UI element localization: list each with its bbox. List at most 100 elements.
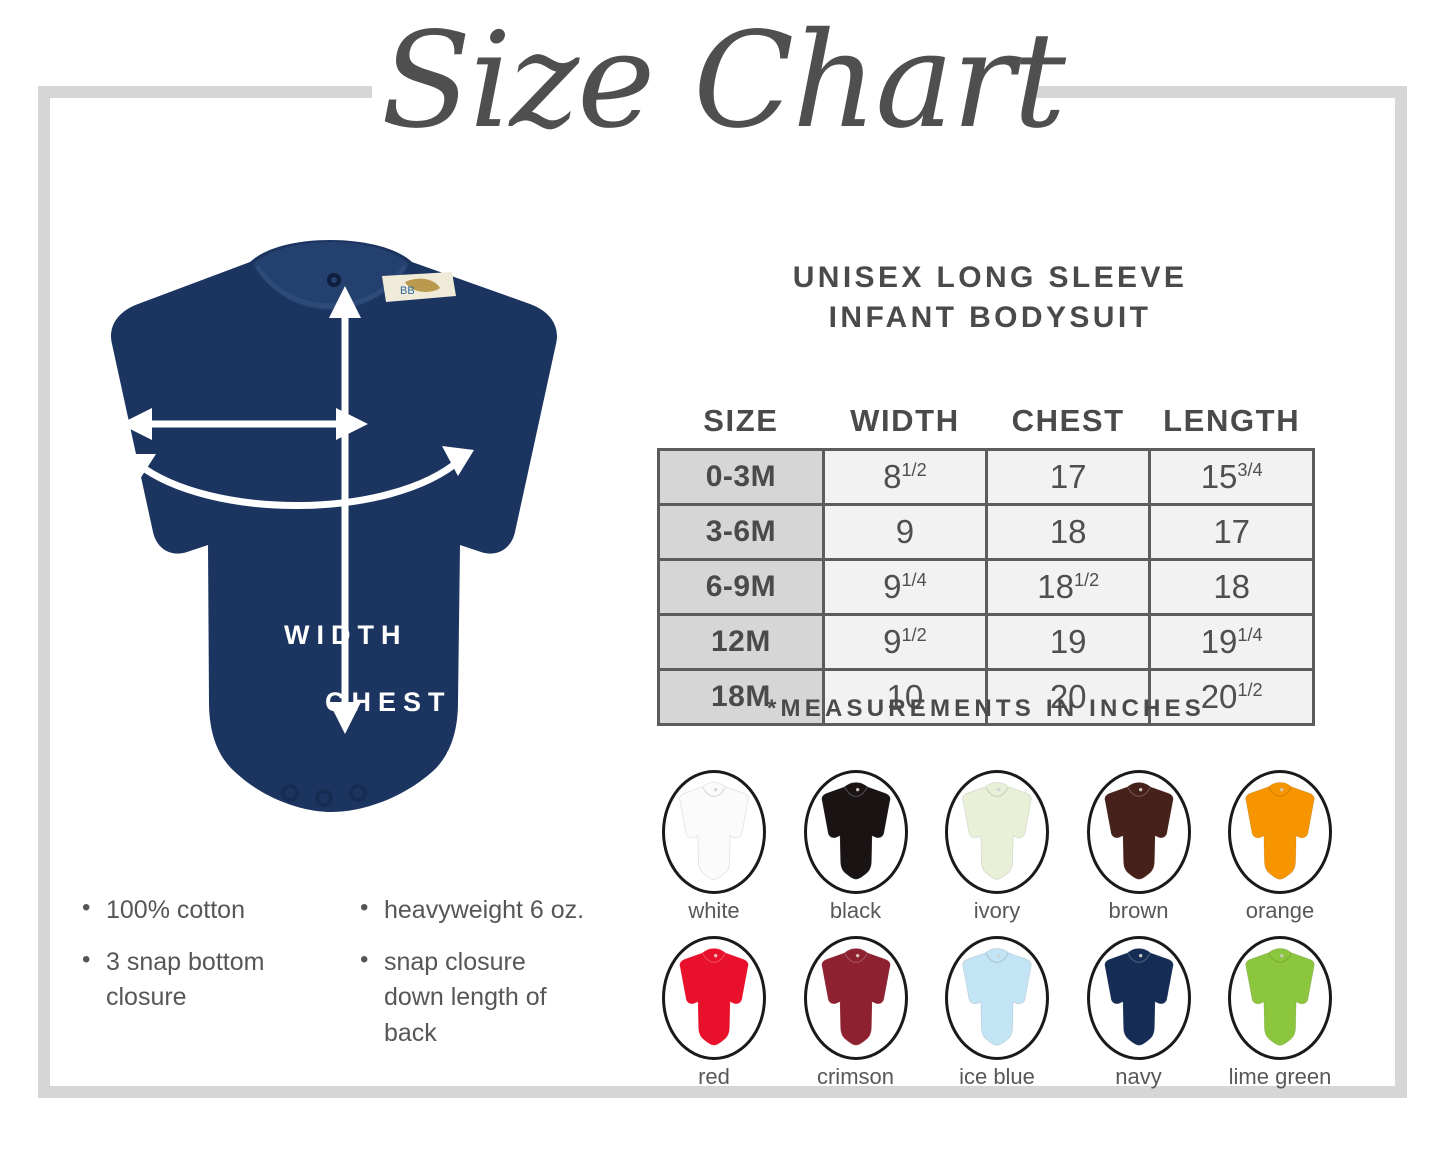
color-swatch-circle [662, 936, 766, 1060]
color-swatches: white black ivory brown orange red crims… [652, 770, 1342, 1102]
bodysuit-shape [820, 948, 891, 1046]
color-swatch-label: ivory [973, 898, 1021, 923]
product-heading-line-2: INFANT BODYSUIT [828, 300, 1152, 334]
width-measurement-label: WIDTH [284, 620, 408, 650]
color-swatch[interactable]: ice blue [935, 936, 1059, 1090]
fraction: 1/4 [901, 570, 927, 590]
color-swatch[interactable]: crimson [794, 936, 918, 1090]
fraction: 1/2 [1073, 570, 1100, 590]
table-row: 3-6M 9 18 17 [657, 503, 1315, 561]
bodysuit-shape [1245, 948, 1315, 1046]
color-swatch-circle [945, 770, 1049, 894]
product-heading: UNISEX LONG SLEEVE INFANT BODYSUIT [640, 258, 1340, 337]
cell-chest: 19 [985, 613, 1152, 671]
list-item: 3 snap bottom closure [78, 943, 314, 1016]
page-title: Size Chart [380, 4, 1066, 158]
table-row: 6-9M 91/4 181/2 18 [657, 558, 1315, 616]
color-swatch-circle [945, 936, 1049, 1060]
cell-width: 81/2 [821, 448, 989, 506]
svg-text:BB: BB [400, 285, 415, 297]
bodysuit-shape [962, 948, 1032, 1046]
column-header-length: LENGTH [1163, 403, 1301, 438]
bodysuit-diagram: BB [111, 240, 557, 812]
feature-list-left: 100% cotton 3 snap bottom closure [78, 891, 314, 1067]
measurement-note: *MEASUREMENTS IN INCHES [767, 695, 1205, 722]
bodysuit-shape [679, 782, 749, 880]
color-swatch-circle [1228, 936, 1332, 1060]
color-swatch[interactable]: red [652, 936, 776, 1090]
color-swatch[interactable]: lime green [1218, 936, 1342, 1090]
color-swatch[interactable]: white [652, 770, 776, 924]
product-heading-line-1: UNISEX LONG SLEEVE [792, 261, 1188, 294]
color-swatch-label: crimson [816, 1064, 894, 1089]
bodysuit-shape [1103, 948, 1174, 1046]
cell-length: 17 [1148, 503, 1315, 561]
list-item: 100% cotton [78, 891, 314, 929]
length-measurement-label: LENGTH [441, 750, 471, 911]
color-swatch[interactable]: black [794, 770, 918, 924]
column-header-size: SIZE [703, 403, 779, 438]
color-swatch-circle [803, 770, 908, 894]
bodysuit-shape [1245, 782, 1315, 880]
cell-size: 3-6M [657, 503, 825, 561]
cell-width: 91/2 [821, 613, 989, 671]
fraction: 1/2 [901, 460, 927, 480]
color-swatch-circle [803, 936, 908, 1060]
color-swatch-label: white [688, 898, 740, 923]
garment-illustration: BB WIDTH CHEST LENGTH [60, 232, 620, 911]
table-header-row: SIZE WIDTH CHEST LENGTH [659, 403, 1314, 450]
cell-width: 91/4 [821, 558, 989, 616]
color-swatch-label: orange [1245, 898, 1315, 923]
color-swatch-circle [1228, 770, 1332, 894]
color-swatch-row-1: white black ivory brown orange [652, 770, 1342, 924]
color-swatch-label: black [829, 898, 882, 923]
color-swatch-circle [662, 770, 766, 894]
product-features: 100% cotton 3 snap bottom closure heavyw… [78, 891, 638, 1067]
cell-size: 12M [657, 613, 825, 671]
cell-chest: 18 [985, 503, 1152, 561]
bodysuit-shape [1103, 782, 1174, 880]
cell-size: 0-3M [657, 448, 825, 506]
table-row: 0-3M 81/2 17 153/4 [657, 448, 1315, 506]
column-header-width: WIDTH [850, 403, 960, 438]
list-item: heavyweight 6 oz. [356, 891, 592, 929]
color-swatch-circle [1086, 936, 1191, 1060]
table-body: 0-3M 81/2 17 153/4 3-6M 9 18 17 6-9M 91/4 181/2 18 1… [657, 448, 1315, 726]
cell-length: 153/4 [1148, 448, 1315, 506]
list-item: snap closure down length of back [356, 943, 592, 1052]
fraction: 1/4 [1237, 625, 1263, 645]
feature-list-right: heavyweight 6 oz. snap closure down leng… [356, 891, 592, 1067]
table-row: 12M 91/2 19 191/4 [657, 613, 1315, 671]
bodysuit-shape [679, 948, 749, 1046]
fraction: 1/2 [1237, 680, 1263, 700]
cell-length: 201/2 [1148, 668, 1315, 726]
table-row: 18M 10 20 201/2 [657, 668, 1315, 726]
bodysuit-shape [962, 782, 1032, 880]
color-swatch-label: navy [1115, 1064, 1162, 1089]
cell-chest: 181/2 [985, 558, 1152, 616]
cell-chest: 17 [985, 448, 1152, 506]
cell-length: 18 [1148, 558, 1315, 616]
cell-chest: 20 [985, 668, 1152, 726]
color-swatch-label: brown [1108, 898, 1169, 923]
cell-size: 18M [657, 668, 825, 726]
color-swatch-row-2: red crimson ice blue navy lime green [652, 936, 1342, 1090]
frame-title-gap [372, 80, 1027, 106]
cell-width: 9 [821, 503, 989, 561]
color-swatch-label: ice blue [959, 1064, 1035, 1089]
color-swatch[interactable]: ivory [935, 770, 1059, 924]
size-table: SIZE WIDTH CHEST LENGTH 0-3M 81/2 17 153/4 3… [657, 403, 1315, 726]
color-swatch-label: lime green [1228, 1064, 1332, 1089]
product-heading-text: UNISEX LONG SLEEVE INFANT BODYSUIT [640, 258, 1340, 337]
chest-measurement-label: CHEST [325, 687, 452, 717]
color-swatch-circle [1086, 770, 1191, 894]
cell-size: 6-9M [657, 558, 825, 616]
color-swatch[interactable]: brown [1077, 770, 1201, 924]
cell-length: 191/4 [1148, 613, 1315, 671]
fraction: 3/4 [1237, 460, 1263, 480]
bodysuit-shape [820, 782, 891, 880]
color-swatch[interactable]: navy [1077, 936, 1201, 1090]
color-swatch[interactable]: orange [1218, 770, 1342, 924]
column-header-chest: CHEST [1011, 403, 1125, 438]
color-swatch-label: red [698, 1064, 730, 1089]
